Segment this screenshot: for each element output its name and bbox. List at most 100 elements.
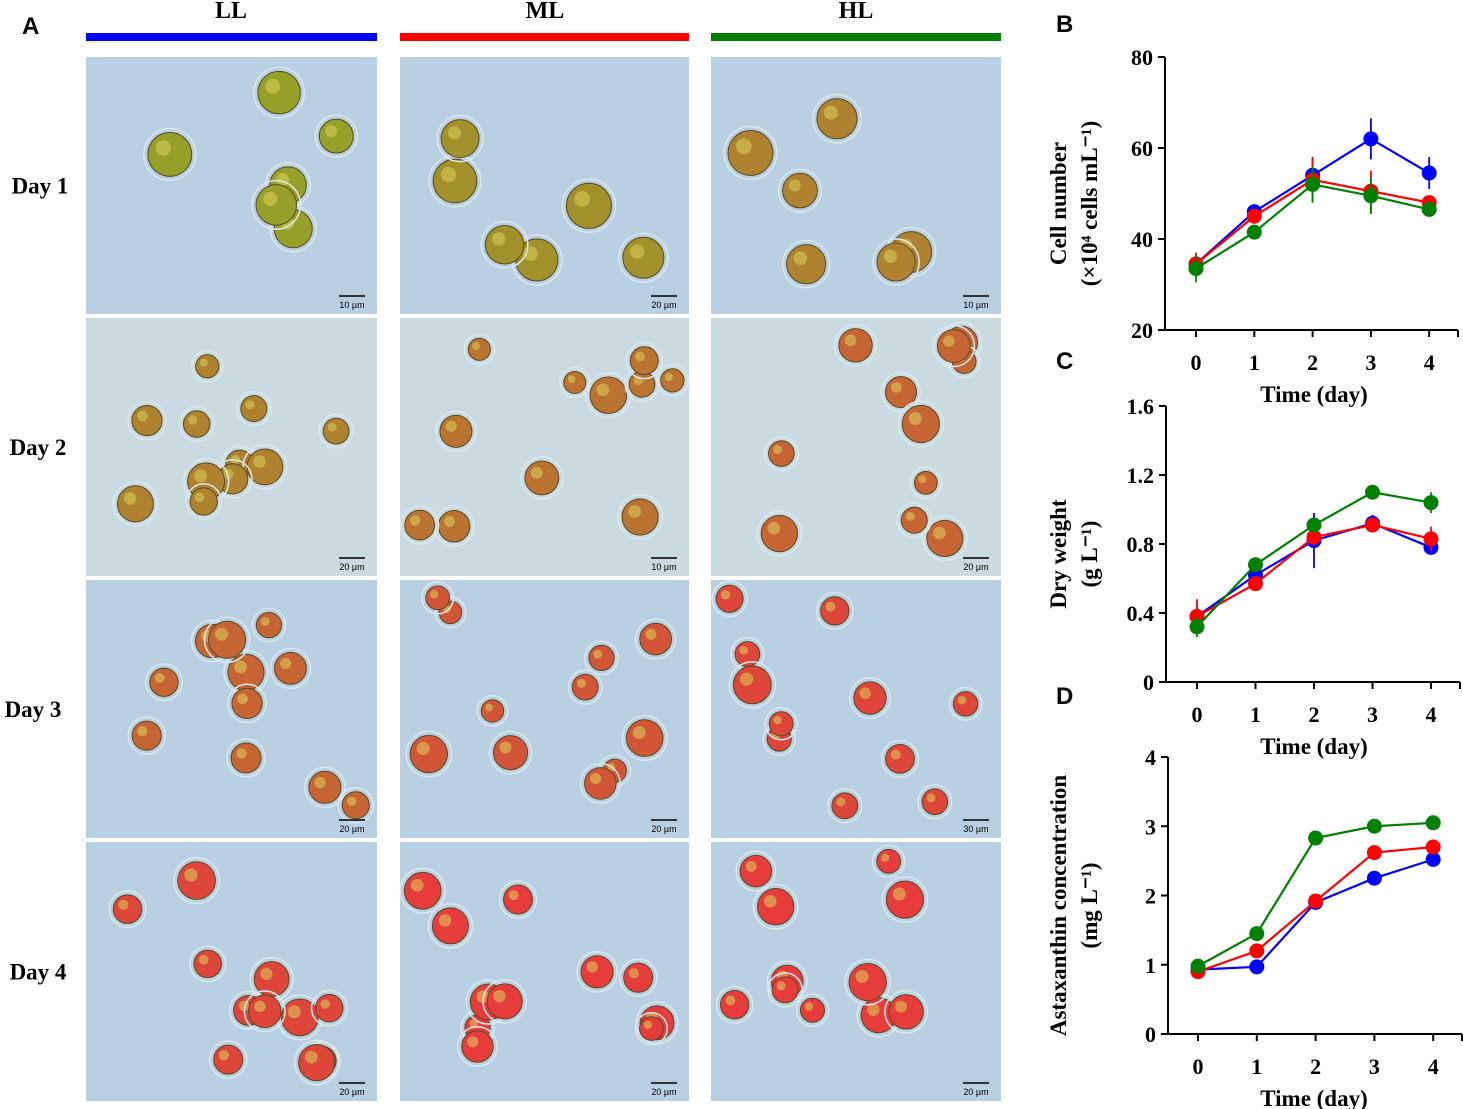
scale-bar-label: 20 µm [651,824,676,834]
cell-highlight [234,660,247,674]
cell-wall [251,607,287,643]
cell-highlight [199,358,208,367]
data-point [1366,845,1382,861]
cell [816,98,858,140]
cell-wall [318,413,354,449]
condition-label-hl: HL [839,0,874,24]
cell-highlight [596,383,610,397]
cell [629,346,659,376]
cell [760,514,799,553]
cell-wall [226,738,266,778]
data-point [1365,484,1380,500]
cell-wall [112,481,159,527]
cell [901,404,940,444]
cell-highlight [859,687,871,699]
cell-wall [579,762,621,804]
data-point [1425,815,1441,831]
cell [771,976,799,1004]
cell-wall [844,958,892,1006]
cell-highlight [320,999,330,1009]
data-point [1246,224,1262,240]
cell-highlight [218,1050,229,1061]
cell-highlight [836,797,846,807]
cell-highlight [890,382,902,393]
cell [660,368,685,393]
cell [739,854,773,888]
cell [247,994,282,1029]
cell-wall [293,1039,340,1086]
cell [584,767,617,800]
y-axis-label-units: (g L⁻¹) [1077,521,1102,588]
cell-highlight [155,140,171,156]
cell [484,225,525,265]
panel-letter-c: C [1056,348,1073,375]
cell-wall [618,958,658,997]
cell [876,242,916,282]
cell-highlight [586,961,598,973]
data-point [1248,557,1263,573]
cell-highlight [773,445,782,455]
cell-wall [735,850,777,892]
x-tick-label: 3 [1365,350,1376,375]
cell [318,118,354,154]
cell-wall [917,784,953,820]
micrograph-hl-day2: 20 µm [711,318,1001,576]
cell-highlight [194,492,205,503]
y-tick-label: 0 [1143,670,1154,695]
day-label: Day 2 [10,435,67,460]
x-tick-label: 1 [1250,702,1261,727]
micrograph-ml-day1: 20 µm [400,57,689,314]
cell-wall [815,591,854,630]
cell-highlight [883,249,898,263]
y-axis-label: Cell number [1046,142,1071,265]
cell-wall [399,505,440,545]
cell [149,667,179,697]
cell [112,894,143,924]
cell-highlight [493,989,506,1003]
cell-highlight [823,105,839,120]
cell-wall [488,730,533,775]
cell-wall [871,844,906,879]
scale-bar-label: 10 µm [963,300,988,310]
cell-highlight [237,693,248,705]
cell [273,651,307,685]
cell-wall [880,739,920,778]
cell-highlight [253,455,266,468]
data-point [1248,576,1263,592]
scale-bar-label: 20 µm [339,1087,364,1097]
x-tick-label: 3 [1367,702,1378,727]
cell [926,519,964,558]
cell-wall [143,127,197,182]
cell-highlight [123,492,137,505]
cell [936,329,971,364]
cell-highlight [763,894,777,908]
cell-highlight [438,914,452,927]
cell-wall [480,220,529,269]
cell-highlight [793,251,808,266]
cell-wall [558,366,591,399]
micrograph-background [711,57,1001,314]
cell-highlight [645,628,657,640]
cell-highlight [632,726,646,739]
micrograph-background [711,580,1001,838]
panel-letter-b: B [1056,11,1073,38]
cell-highlight [664,372,673,382]
cell-highlight [788,179,801,192]
condition-label-ml: ML [526,0,565,24]
cell-highlight [844,334,857,347]
cell [639,622,672,656]
cell [486,983,523,1020]
data-point [1421,165,1437,181]
cell-highlight [447,126,462,140]
cell-highlight [628,968,639,979]
cell-highlight [184,868,198,882]
cell-wall [242,444,288,490]
micrograph-hl-day3: 30 µm [711,580,1001,838]
data-point [1249,926,1265,942]
cell-highlight [735,138,752,155]
cell [952,691,979,717]
cell [341,791,370,820]
micrograph-background [86,57,377,314]
series-hl [1190,815,1441,974]
cell-wall [849,677,891,719]
